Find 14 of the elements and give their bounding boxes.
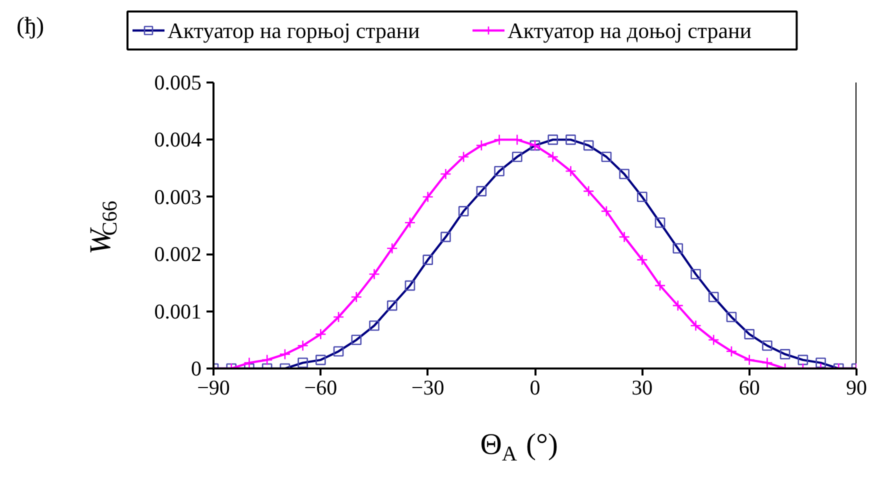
legend-label: Актуатор на горњој страни — [168, 18, 420, 43]
x-tick-label: 90 — [846, 376, 867, 400]
legend-label: Актуатор на доњој страни — [508, 18, 752, 43]
x-tick-label: −30 — [411, 376, 444, 400]
y-tick-label: 0.002 — [154, 242, 202, 266]
x-tick-label: 30 — [632, 376, 653, 400]
x-tick-label: −60 — [304, 376, 338, 400]
text: (ђ) — [16, 14, 44, 40]
y-tick-label: 0.005 — [154, 70, 202, 94]
y-tick-label: 0.003 — [154, 184, 202, 209]
y-tick-label: 0.001 — [154, 299, 202, 324]
x-tick-label: 0 — [530, 376, 540, 400]
x-tick-label: 60 — [738, 376, 760, 400]
y-tick-label: 0.004 — [154, 128, 202, 152]
